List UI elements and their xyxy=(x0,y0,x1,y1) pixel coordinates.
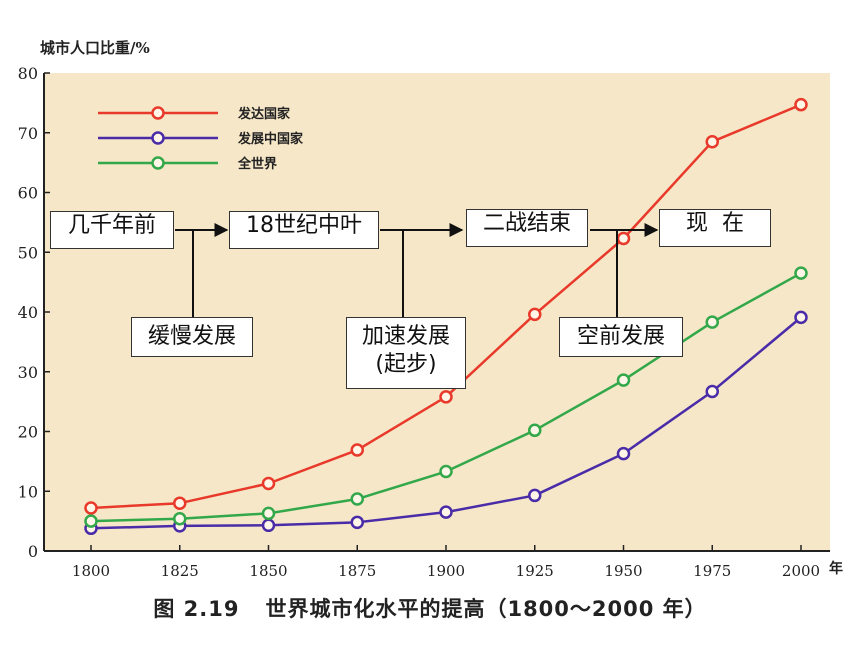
y-tick-label: 30 xyxy=(18,363,38,382)
data-point xyxy=(616,446,631,461)
stage-end-of-wwii: 二战结束 xyxy=(466,209,588,247)
y-tick-label: 40 xyxy=(18,303,38,322)
stage-ancient: 几千年前 xyxy=(50,211,174,249)
figure-caption: 图 2.19 世界城市化水平的提高（1800～2000 年） xyxy=(0,593,860,623)
figure-title: 世界城市化水平的提高（1800～2000 年） xyxy=(265,597,707,621)
data-point xyxy=(616,373,631,387)
data-point xyxy=(350,443,364,457)
annotation-unprecedented-development: 空前发展 xyxy=(559,317,683,357)
y-tick-label: 70 xyxy=(18,124,38,143)
data-point xyxy=(439,505,453,519)
x-tick-label: 1900 xyxy=(427,562,465,580)
x-tick-label: 1825 xyxy=(161,562,199,580)
stage-present: 现 在 xyxy=(659,209,771,247)
legend-label: 发达国家 xyxy=(237,106,291,122)
data-point xyxy=(705,315,719,329)
data-point xyxy=(173,511,187,526)
data-point xyxy=(528,307,542,322)
x-tick-label: 1975 xyxy=(693,562,731,580)
legend-label: 全世界 xyxy=(237,156,277,172)
legend-marker xyxy=(151,106,165,120)
y-tick-label: 0 xyxy=(28,542,38,561)
data-point xyxy=(173,496,187,510)
y-tick-label: 10 xyxy=(18,482,38,501)
annotation-accelerated-development: 加速发展 (起步) xyxy=(346,317,466,389)
data-point xyxy=(84,514,98,528)
figure-number: 图 2.19 xyxy=(153,597,240,621)
legend-marker xyxy=(151,131,165,145)
x-tick-label: 1950 xyxy=(604,562,642,580)
y-tick-label: 20 xyxy=(18,423,38,442)
data-point xyxy=(616,231,631,246)
data-point xyxy=(705,384,719,399)
x-tick-label: 2000 xyxy=(782,562,820,580)
data-point xyxy=(439,390,453,404)
data-point xyxy=(528,423,542,438)
data-point xyxy=(794,97,808,112)
data-point xyxy=(261,518,276,533)
data-point xyxy=(705,134,719,149)
data-point xyxy=(261,506,276,521)
y-tick-label: 50 xyxy=(18,243,38,262)
data-point xyxy=(261,476,276,491)
y-tick-label: 80 xyxy=(18,64,38,83)
data-point xyxy=(794,266,808,280)
y-tick-label: 60 xyxy=(18,184,38,203)
data-point xyxy=(528,488,542,503)
legend-marker xyxy=(151,156,165,170)
data-point xyxy=(350,515,364,530)
x-tick-label: 1800 xyxy=(72,562,110,580)
x-tick-label: 1925 xyxy=(516,562,554,580)
x-tick-label: 1850 xyxy=(249,562,287,580)
data-point xyxy=(84,501,98,515)
data-point xyxy=(439,464,453,479)
data-point xyxy=(350,492,364,506)
legend-label: 发展中国家 xyxy=(237,131,304,147)
data-point xyxy=(794,310,808,325)
annotation-slow-development: 缓慢发展 xyxy=(131,317,253,357)
plot-area xyxy=(44,73,830,551)
x-tick-label: 1875 xyxy=(338,562,376,580)
stage-mid-18th-century: 18世纪中叶 xyxy=(229,211,379,249)
x-axis-unit: 年 xyxy=(829,561,843,577)
y-axis-label: 城市人口比重/% xyxy=(40,39,150,57)
